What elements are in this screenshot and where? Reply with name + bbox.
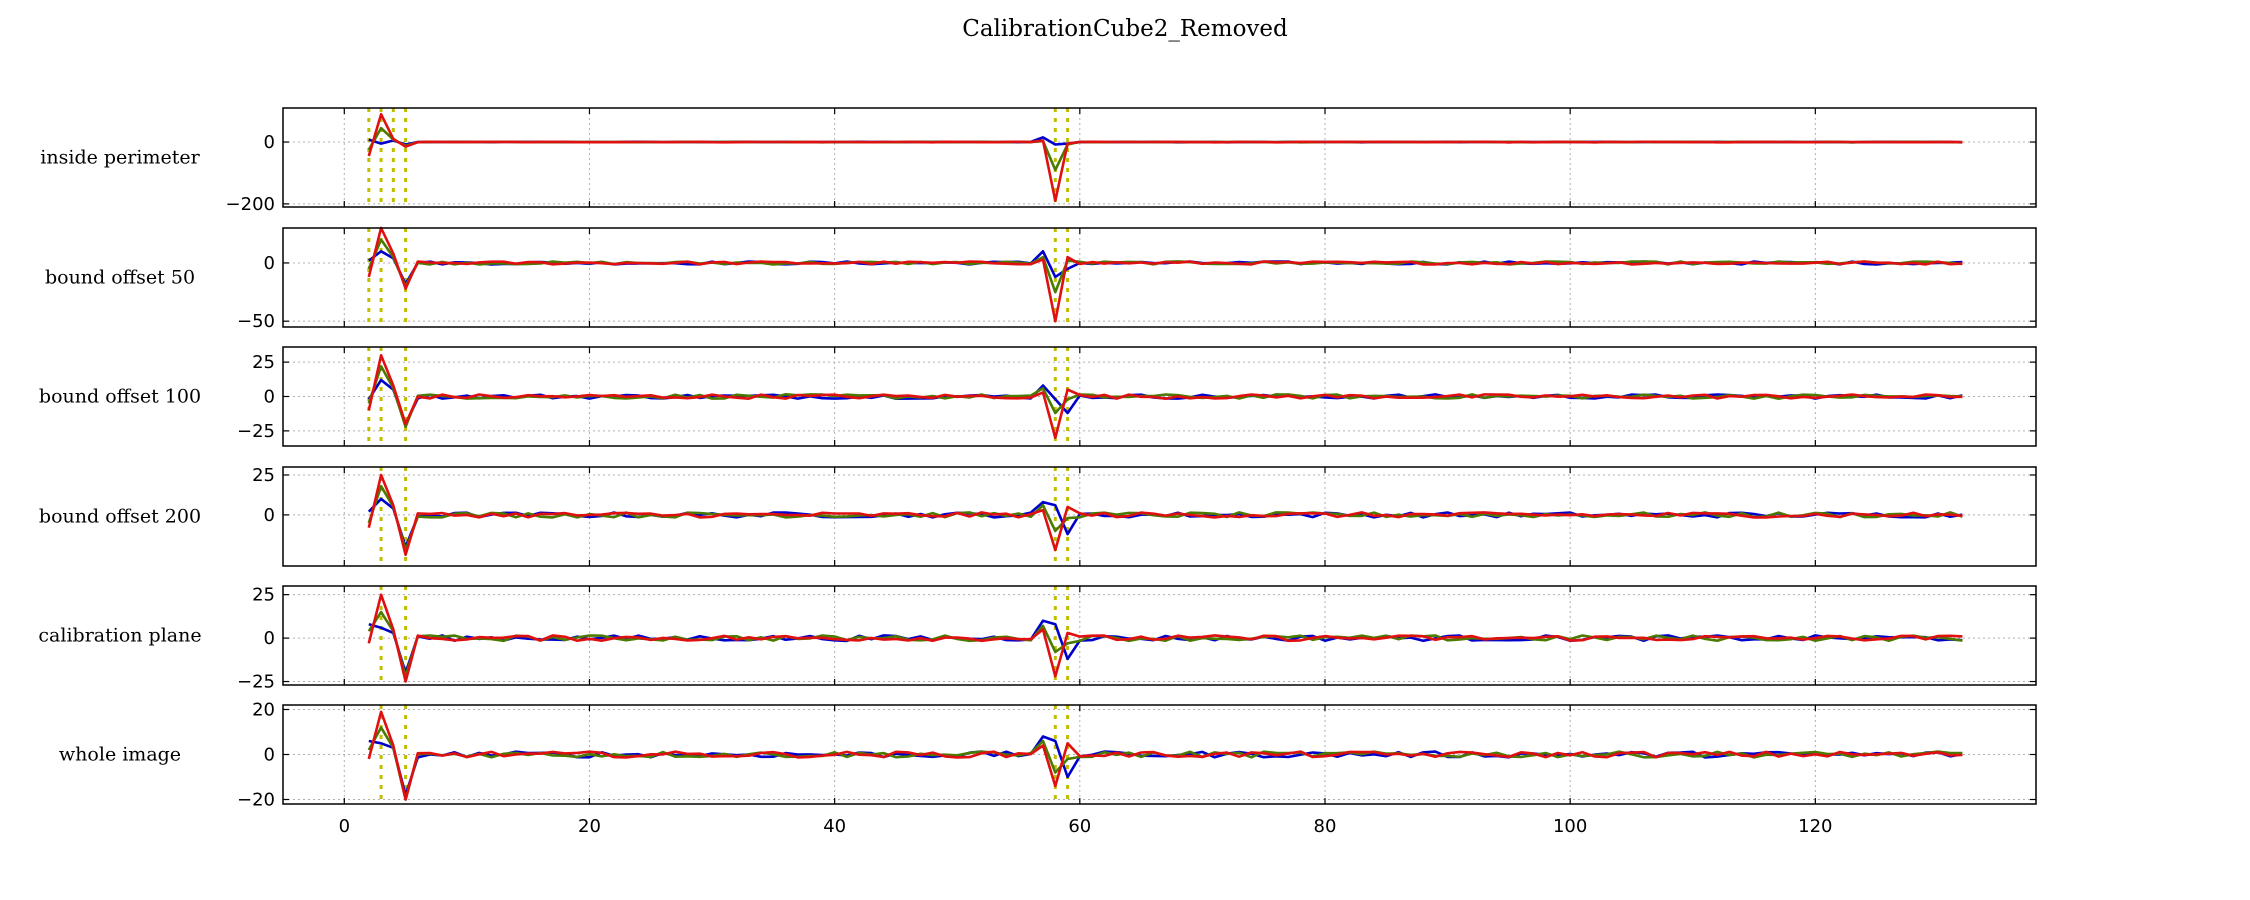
y-tick-label: 25 xyxy=(252,585,275,606)
subplot-label: bound offset 50 xyxy=(45,267,195,289)
series-line-red xyxy=(367,226,1963,323)
y-tick-label: 25 xyxy=(252,465,275,486)
y-tick-label: 0 xyxy=(264,387,275,408)
series-line-green xyxy=(367,238,1963,294)
subplot-5: 20 0 −20 whole image xyxy=(59,700,2037,811)
subplot-frame xyxy=(282,704,2037,805)
y-tick-label: 20 xyxy=(252,700,275,721)
y-tick-label: −20 xyxy=(237,790,275,811)
subplot-frame xyxy=(282,227,2037,328)
series-line-red xyxy=(367,112,1963,203)
x-axis: 0 20 40 60 80 100 120 xyxy=(339,816,1833,837)
y-tick-label: 0 xyxy=(264,745,275,766)
y-tick-label: −200 xyxy=(226,194,275,215)
subplot-label: bound offset 200 xyxy=(39,506,201,528)
subplot-label: bound offset 100 xyxy=(39,386,201,408)
series-line-green xyxy=(367,126,1963,172)
series-line-blue xyxy=(367,378,1963,426)
chart-title: CalibrationCube2_Removed xyxy=(962,16,1288,42)
series-line-red xyxy=(367,593,1963,683)
y-tick-label: 0 xyxy=(264,628,275,649)
y-tick-label: −50 xyxy=(237,311,275,332)
y-tick-label: 0 xyxy=(264,253,275,274)
subplot-label: inside perimeter xyxy=(40,147,200,169)
series-line-red xyxy=(367,353,1963,440)
subplot-0: 0 −200 inside perimeter xyxy=(40,107,2037,215)
series-line-blue xyxy=(368,735,1963,797)
subplot-2: 25 0 −25 bound offset 100 xyxy=(39,346,2037,447)
x-tick-label: 100 xyxy=(1553,816,1587,837)
x-tick-label: 120 xyxy=(1798,816,1832,837)
x-tick-label: 20 xyxy=(578,816,601,837)
subplot-label: whole image xyxy=(59,744,181,766)
x-tick-label: 0 xyxy=(339,816,350,837)
series-line-red xyxy=(367,710,1963,801)
y-tick-label: 0 xyxy=(264,505,275,526)
series-line-green xyxy=(367,610,1963,678)
x-tick-label: 40 xyxy=(823,816,846,837)
subplot-frame xyxy=(282,466,2037,567)
series-line-green xyxy=(367,364,1963,429)
series-line-blue xyxy=(368,250,1963,286)
x-tick-label: 60 xyxy=(1068,816,1091,837)
subplot-label: calibration plane xyxy=(38,625,201,647)
subplot-frame xyxy=(282,346,2037,447)
series-line-blue xyxy=(368,619,1963,675)
subplot-4: 25 0 −25 calibration plane xyxy=(38,585,2037,693)
subplot-3: 25 0 bound offset 200 xyxy=(39,465,2037,567)
y-tick-label: −25 xyxy=(237,421,275,442)
y-tick-label: 25 xyxy=(252,352,275,373)
y-tick-label: 0 xyxy=(264,132,275,153)
x-tick-label: 80 xyxy=(1314,816,1337,837)
y-tick-label: −25 xyxy=(237,672,275,693)
series-line-green xyxy=(367,484,1963,552)
series-line-blue xyxy=(367,497,1963,549)
subplot-frame xyxy=(282,107,2037,208)
series-line-green xyxy=(367,726,1963,801)
series-line-red xyxy=(367,473,1963,557)
subplot-frame xyxy=(282,585,2037,686)
subplot-1: 0 −50 bound offset 50 xyxy=(45,226,2037,332)
